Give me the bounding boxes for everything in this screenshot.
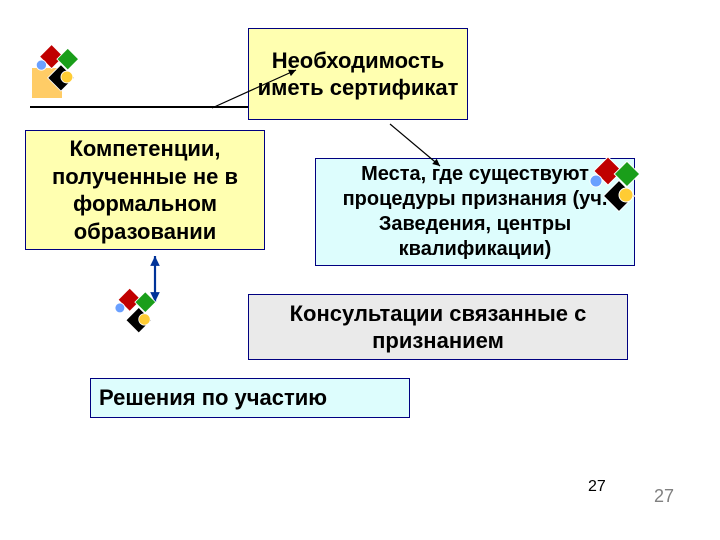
page-number-inner: 27 xyxy=(588,478,606,496)
box-competence: Компетенции, полученные не в формальном … xyxy=(25,130,265,250)
box-places: Места, где существуют процедуры признани… xyxy=(315,158,635,266)
box-consult: Консультации связанные с признанием xyxy=(248,294,628,360)
box-certificate: Необходимость иметь сертификат xyxy=(248,28,468,120)
box-decisions: Решения по участию xyxy=(90,378,410,418)
corner-square xyxy=(32,68,62,98)
page-number-outer: 27 xyxy=(654,486,674,507)
